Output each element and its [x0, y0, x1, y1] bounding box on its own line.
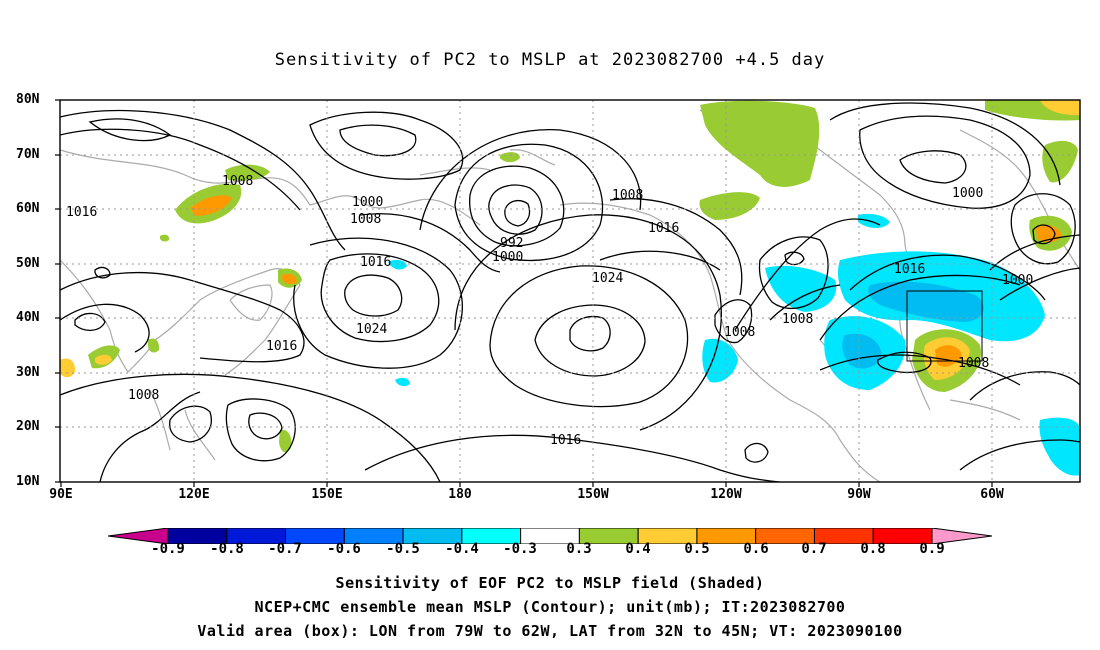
map-title: Sensitivity of PC2 to MSLP at 2023082700…: [274, 50, 826, 70]
lon-label: 150E: [311, 487, 343, 502]
contour-label: 1016: [360, 255, 391, 270]
contour-label: 1008: [612, 188, 643, 203]
contour-label: 1000: [492, 250, 523, 265]
lon-label: 60W: [980, 487, 1004, 502]
lat-label: 40N: [16, 310, 40, 325]
lat-label: 30N: [16, 365, 40, 380]
colorbar-label: -0.6: [327, 541, 361, 557]
colorbar-label: 0.8: [860, 541, 886, 557]
lon-label: 180: [448, 487, 472, 502]
lat-label: 60N: [16, 201, 40, 216]
colorbar-arrow-high: [931, 528, 992, 544]
contour-label: 1016: [550, 433, 581, 448]
contour-label: 1008: [958, 356, 989, 371]
contour-label: 1016: [648, 221, 679, 236]
caption-line-1: Sensitivity of EOF PC2 to MSLP field (Sh…: [335, 574, 765, 592]
colorbar-label: 0.5: [684, 541, 710, 557]
contour-label: 1008: [128, 388, 159, 403]
colorbar: [108, 528, 992, 544]
caption-line-3: Valid area (box): LON from 79W to 62W, L…: [197, 622, 903, 640]
contour-label: 1016: [894, 262, 925, 277]
lat-label: 50N: [16, 256, 40, 271]
contour-label: 1008: [350, 212, 381, 227]
shaded-sensitivity: [60, 100, 1080, 476]
colorbar-label: 0.7: [801, 541, 827, 557]
contour-label: 1000: [952, 186, 983, 201]
contour-label: 1000: [1002, 273, 1033, 288]
contour-label: 1008: [724, 325, 755, 340]
caption-line-2: NCEP+CMC ensemble mean MSLP (Contour); u…: [254, 598, 846, 616]
lon-label: 90E: [49, 487, 73, 502]
colorbar-label: -0.5: [386, 541, 420, 557]
contour-label-group: 1008 1016 1000 1008 1016 1024 1016 1008 …: [66, 174, 1033, 448]
lon-label: 120E: [178, 487, 210, 502]
lon-label: 90W: [847, 487, 871, 502]
colorbar-label: 0.4: [625, 541, 651, 557]
contour-label: 1000: [352, 195, 383, 210]
mslp-contours: [60, 102, 1080, 482]
plot-frame: [59, 99, 1081, 483]
graticule: [60, 100, 1080, 482]
contour-label: 1024: [356, 322, 387, 337]
colorbar-label: 0.9: [919, 541, 945, 557]
contour-label: 1016: [66, 205, 97, 220]
colorbar-label: -0.8: [210, 541, 244, 557]
contour-label: 1008: [222, 174, 253, 189]
colorbar-label: -0.3: [503, 541, 537, 557]
contour-label: 992: [500, 236, 523, 251]
colorbar-label: -0.7: [268, 541, 302, 557]
lat-label: 20N: [16, 419, 40, 434]
lat-label: 70N: [16, 147, 40, 162]
contour-label: 1024: [592, 271, 623, 286]
lat-label: 10N: [16, 474, 40, 489]
colorbar-label: -0.9: [151, 541, 185, 557]
lon-label: 120W: [710, 487, 742, 502]
colorbar-label: -0.4: [445, 541, 479, 557]
valid-area-box: [906, 290, 983, 362]
lat-label: 80N: [16, 92, 40, 107]
contour-label: 1016: [266, 339, 297, 354]
colorbar-cells: [108, 528, 992, 544]
colorbar-label: 0.3: [566, 541, 592, 557]
colorbar-label: 0.6: [743, 541, 769, 557]
contour-label: 1008: [782, 312, 813, 327]
lon-label: 150W: [577, 487, 609, 502]
